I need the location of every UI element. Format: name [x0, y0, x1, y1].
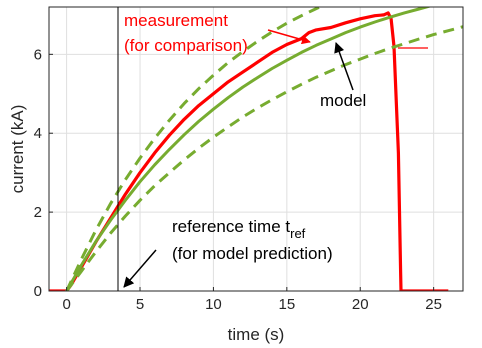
- annotation-model: model: [320, 91, 366, 110]
- axis-ticks: 0 5 10 15 20 25 0 2 4 6: [34, 46, 442, 313]
- x-tick-label: 20: [352, 296, 369, 313]
- model-line: [65, 7, 432, 291]
- model-lower-bound-line: [65, 25, 463, 291]
- x-tick-label: 10: [205, 296, 222, 313]
- model-upper-bound-line: [65, 7, 324, 291]
- y-axis-title: current (kA): [8, 105, 27, 194]
- x-tick-label: 0: [62, 296, 70, 313]
- reference-time-text: reference time t: [172, 217, 290, 236]
- reference-time-subscript: ref: [290, 226, 306, 241]
- plot-frame: [48, 6, 464, 292]
- annotation-measurement-line1: measurement: [124, 11, 228, 30]
- x-tick-label: 5: [136, 296, 144, 313]
- x-tick-label: 15: [278, 296, 295, 313]
- annotation-reference-time: reference time tref: [172, 217, 306, 241]
- x-tick-label: 25: [425, 296, 442, 313]
- x-axis-title: time (s): [228, 325, 285, 344]
- annotation-measurement-line2: (for comparison): [124, 36, 248, 55]
- y-tick-label: 6: [34, 46, 42, 63]
- annotation-model-prediction: (for model prediction): [172, 244, 333, 263]
- model-arrow: [334, 42, 354, 91]
- y-tick-label: 2: [34, 204, 42, 221]
- measurement-arrow: [267, 29, 311, 45]
- y-tick-label: 4: [34, 125, 42, 142]
- reference-arrow: [123, 249, 157, 288]
- y-tick-label: 0: [34, 283, 42, 300]
